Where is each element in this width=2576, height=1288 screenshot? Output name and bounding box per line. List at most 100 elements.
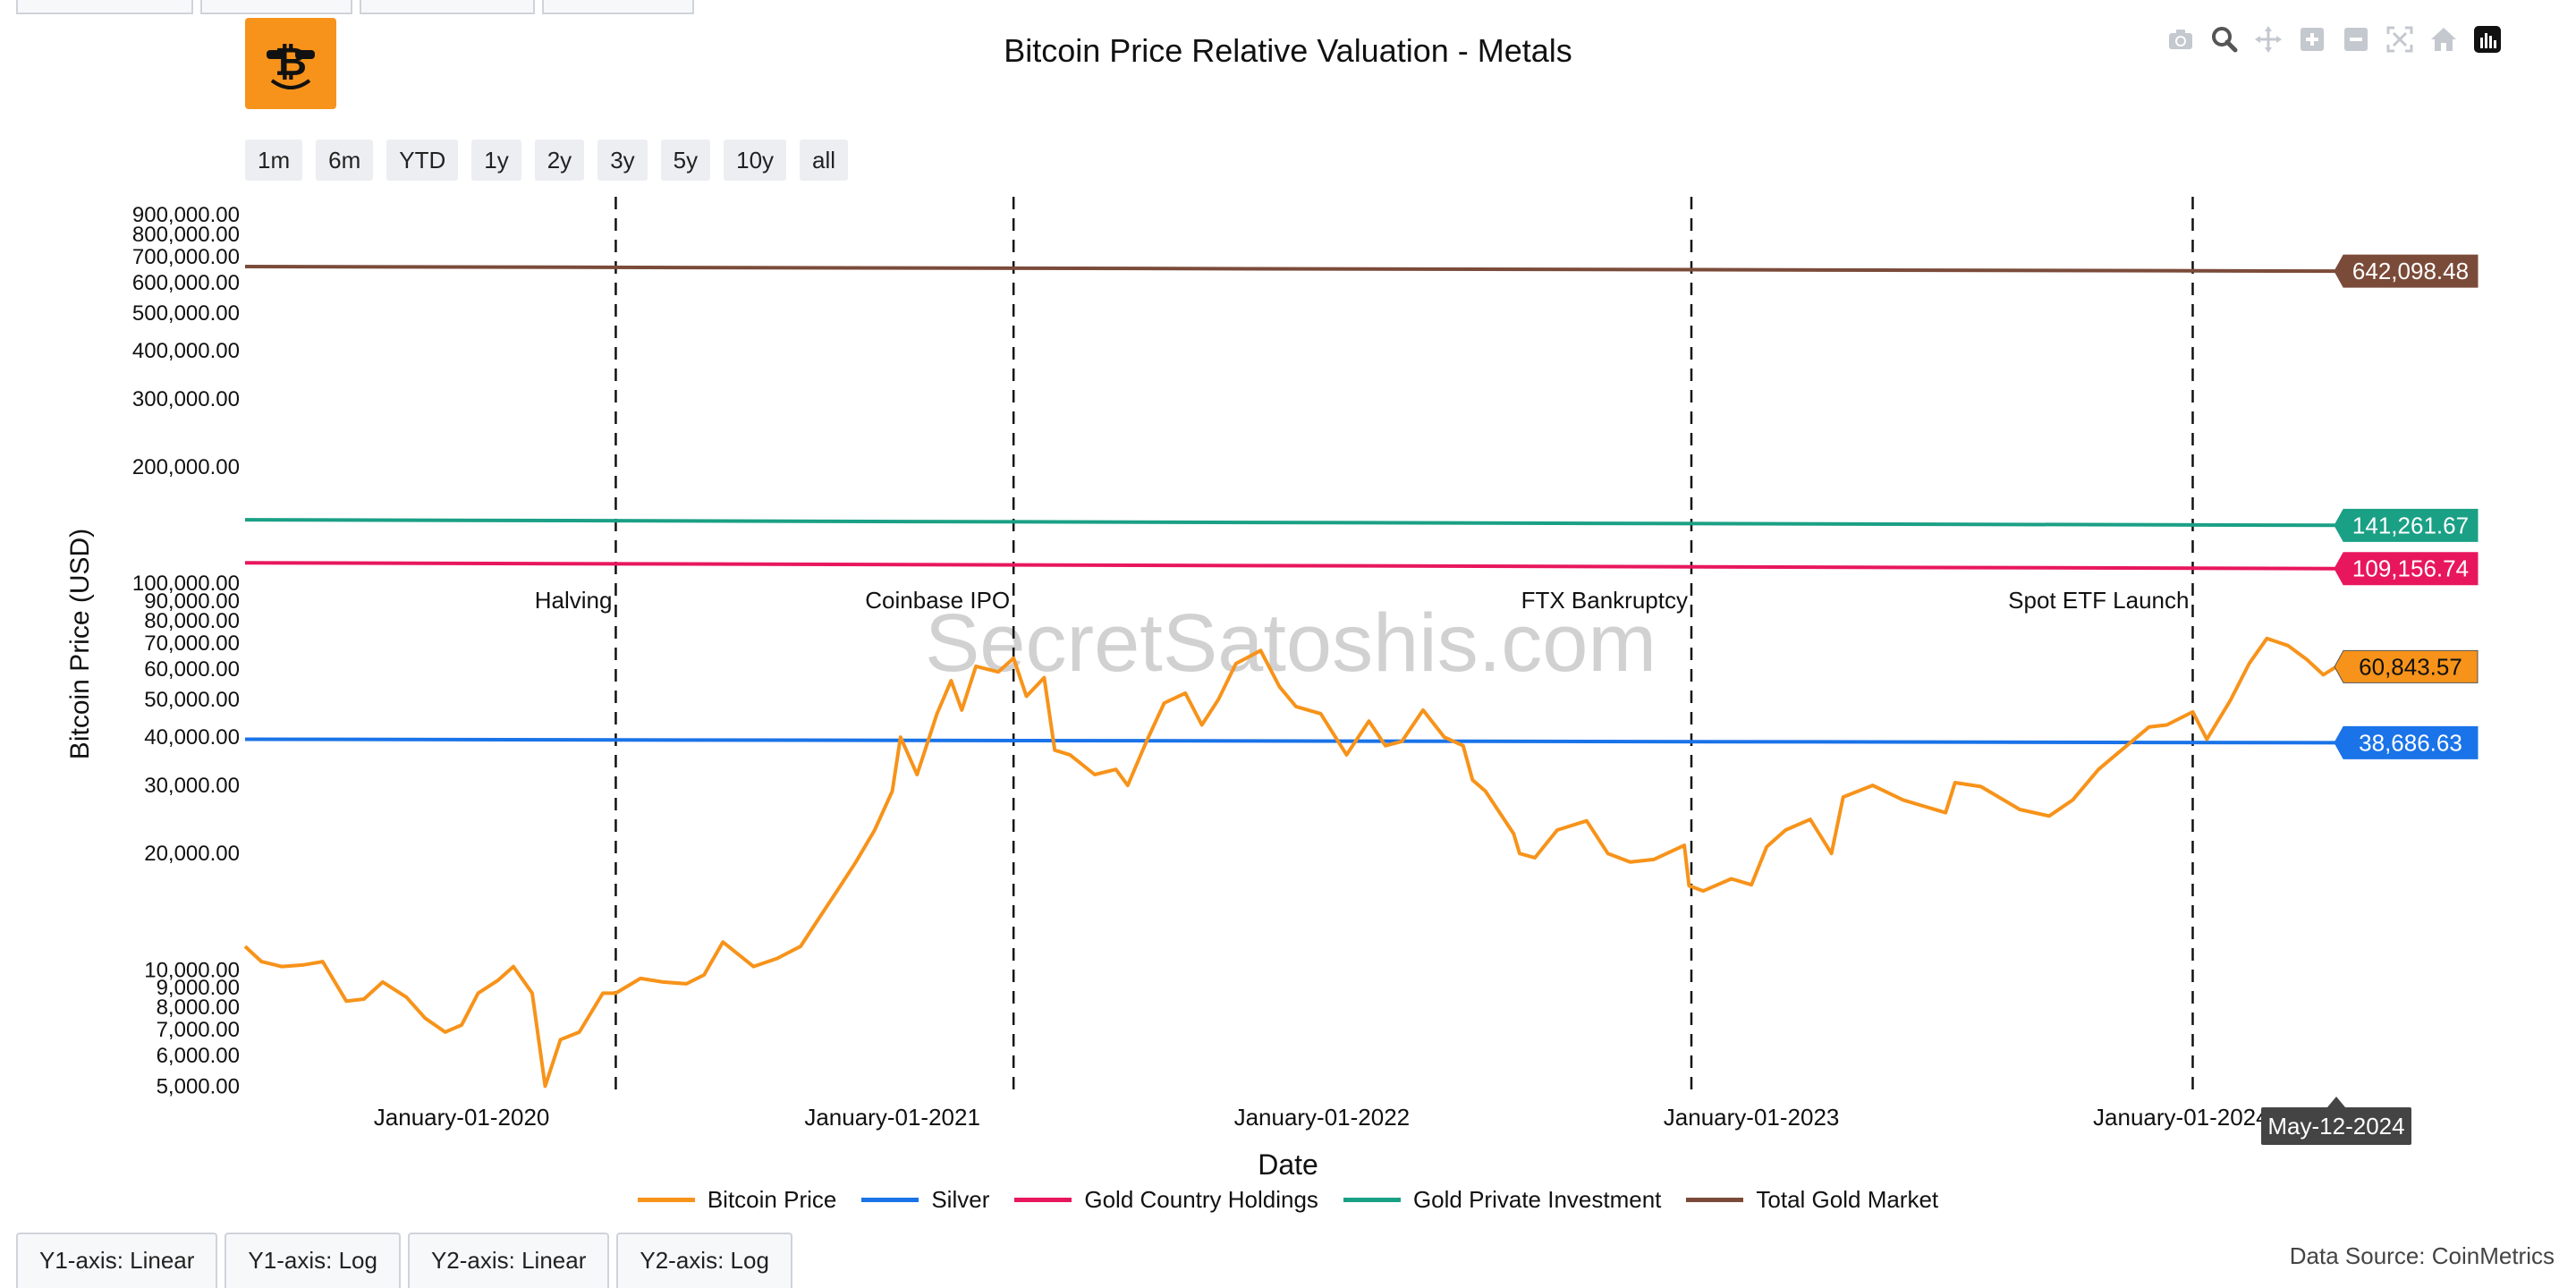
range-button-6m[interactable]: 6m: [316, 140, 374, 181]
legend-label: Silver: [931, 1186, 990, 1213]
y-tick-label: 200,000.00: [132, 455, 240, 479]
camera-icon[interactable]: [2163, 21, 2199, 57]
y-tick-label: 70,000.00: [144, 631, 240, 656]
legend-label: Gold Country Holdings: [1084, 1186, 1318, 1213]
legend-swatch: [1686, 1198, 1744, 1202]
range-button-1y[interactable]: 1y: [471, 140, 521, 181]
range-button-3y[interactable]: 3y: [597, 140, 648, 181]
top-tab[interactable]: [16, 0, 193, 14]
y-tick-label: 80,000.00: [144, 609, 240, 633]
tab-y1-linear[interactable]: Y1-axis: Linear: [16, 1233, 218, 1288]
home-icon[interactable]: [2426, 21, 2462, 57]
x-tick-label: January-01-2021: [804, 1104, 980, 1131]
event-label: Halving: [535, 587, 613, 614]
zoom-icon[interactable]: [2207, 21, 2242, 57]
legend-item-silver[interactable]: Silver: [861, 1186, 989, 1214]
y-tick-label: 40,000.00: [144, 725, 240, 750]
zoom-in-icon[interactable]: [2294, 21, 2330, 57]
range-button-all[interactable]: all: [800, 140, 849, 181]
autoscale-icon[interactable]: [2382, 21, 2418, 57]
range-button-1m[interactable]: 1m: [245, 140, 303, 181]
series-line-total-gold-market: [244, 265, 2337, 274]
x-tick-label: January-01-2020: [374, 1104, 550, 1131]
y-tick-label: 6,000.00: [157, 1044, 240, 1068]
y-tick-label: 7,000.00: [157, 1018, 240, 1042]
tab-y1-log[interactable]: Y1-axis: Log: [225, 1233, 401, 1288]
y-tick-label: 5,000.00: [157, 1074, 240, 1098]
watermark: SecretSatoshis.com: [925, 597, 1657, 689]
legend-label: Gold Private Investment: [1412, 1186, 1662, 1213]
legend-swatch: [1343, 1198, 1401, 1202]
pan-icon[interactable]: [2250, 21, 2286, 57]
y-axis-title: Bitcoin Price (USD): [65, 528, 95, 760]
y-tick-label: 900,000.00: [132, 203, 240, 227]
range-button-2y[interactable]: 2y: [534, 140, 585, 181]
y-tick-label: 8,000.00: [157, 996, 240, 1020]
end-label: 38,686.63: [2359, 729, 2462, 756]
legend-label: Total Gold Market: [1756, 1186, 1939, 1213]
event-label: FTX Bankruptcy: [1521, 587, 1688, 614]
legend-item-bitcoin-price[interactable]: Bitcoin Price: [637, 1186, 837, 1214]
y-tick-label: 30,000.00: [144, 774, 240, 798]
bitcoin-logo-icon: ₿: [245, 18, 336, 109]
chart-title: Bitcoin Price Relative Valuation - Metal…: [1004, 32, 1572, 69]
hover-pointer: [2327, 1097, 2345, 1107]
y-tick-label: 90,000.00: [144, 589, 240, 614]
range-button-10y[interactable]: 10y: [724, 140, 787, 181]
y-tick-label: 800,000.00: [132, 223, 240, 247]
range-selector: 1m 6m YTD 1y 2y 3y 5y 10y all: [245, 140, 861, 181]
legend-item-total-gold-market[interactable]: Total Gold Market: [1686, 1186, 1938, 1214]
end-label: 109,156.74: [2352, 555, 2469, 582]
y-tick-label: 400,000.00: [132, 339, 240, 363]
end-label-box: [2334, 552, 2479, 586]
y-tick-label: 10,000.00: [144, 958, 240, 982]
end-label: 60,843.57: [2359, 653, 2462, 680]
x-axis-title: Date: [1258, 1148, 1318, 1181]
x-tick-label: January-01-2022: [1234, 1104, 1411, 1131]
top-tab[interactable]: [200, 0, 352, 14]
range-button-5y[interactable]: 5y: [660, 140, 711, 181]
tab-y2-log[interactable]: Y2-axis: Log: [616, 1233, 792, 1288]
end-label-box: [2334, 254, 2479, 288]
event-label: Coinbase IPO: [865, 587, 1010, 614]
legend-swatch: [1014, 1198, 1072, 1202]
y-tick-label: 300,000.00: [132, 387, 240, 411]
y-tick-label: 500,000.00: [132, 301, 240, 326]
top-tab-strip: [16, 0, 701, 14]
end-label: 642,098.48: [2352, 258, 2469, 284]
legend-item-gold-country-holdings[interactable]: Gold Country Holdings: [1014, 1186, 1318, 1214]
y-tick-label: 600,000.00: [132, 271, 240, 295]
chart-logo-icon[interactable]: [2470, 21, 2505, 57]
zoom-out-icon[interactable]: [2338, 21, 2374, 57]
y-tick-label: 20,000.00: [144, 842, 240, 866]
y-tick-label: 100,000.00: [132, 572, 240, 596]
event-label: Spot ETF Launch: [2008, 587, 2189, 614]
hover-date-box: [2261, 1107, 2411, 1145]
legend-item-gold-private-investment[interactable]: Gold Private Investment: [1343, 1186, 1661, 1214]
top-tab[interactable]: [360, 0, 535, 14]
top-tab[interactable]: [542, 0, 694, 14]
series-line-gold-private-investment: [244, 518, 2337, 528]
end-label-box: [2334, 649, 2479, 683]
modebar: [2163, 21, 2513, 57]
series-line-bitcoin-price: [243, 636, 2338, 1089]
y-tick-label: 9,000.00: [157, 976, 240, 1000]
hover-date-label: May-12-2024: [2267, 1113, 2404, 1140]
tab-y2-linear[interactable]: Y2-axis: Linear: [407, 1233, 610, 1288]
svg-text:₿: ₿: [275, 39, 307, 85]
legend: Bitcoin Price Silver Gold Country Holdin…: [0, 1186, 2576, 1214]
legend-swatch: [861, 1198, 919, 1202]
data-source: Data Source: CoinMetrics: [2289, 1242, 2555, 1269]
x-tick-label: January-01-2024: [2093, 1104, 2269, 1131]
legend-swatch: [637, 1198, 695, 1202]
legend-label: Bitcoin Price: [707, 1186, 837, 1213]
x-tick-label: January-01-2023: [1664, 1104, 1840, 1131]
axis-scale-tabs: Y1-axis: Linear Y1-axis: Log Y2-axis: Li…: [16, 1233, 800, 1288]
end-label: 141,261.67: [2352, 512, 2469, 538]
end-label-box: [2334, 725, 2479, 759]
y-tick-label: 700,000.00: [132, 245, 240, 269]
range-button-ytd[interactable]: YTD: [386, 140, 459, 181]
y-tick-label: 50,000.00: [144, 688, 240, 712]
series-line-gold-country-holdings: [244, 561, 2337, 571]
